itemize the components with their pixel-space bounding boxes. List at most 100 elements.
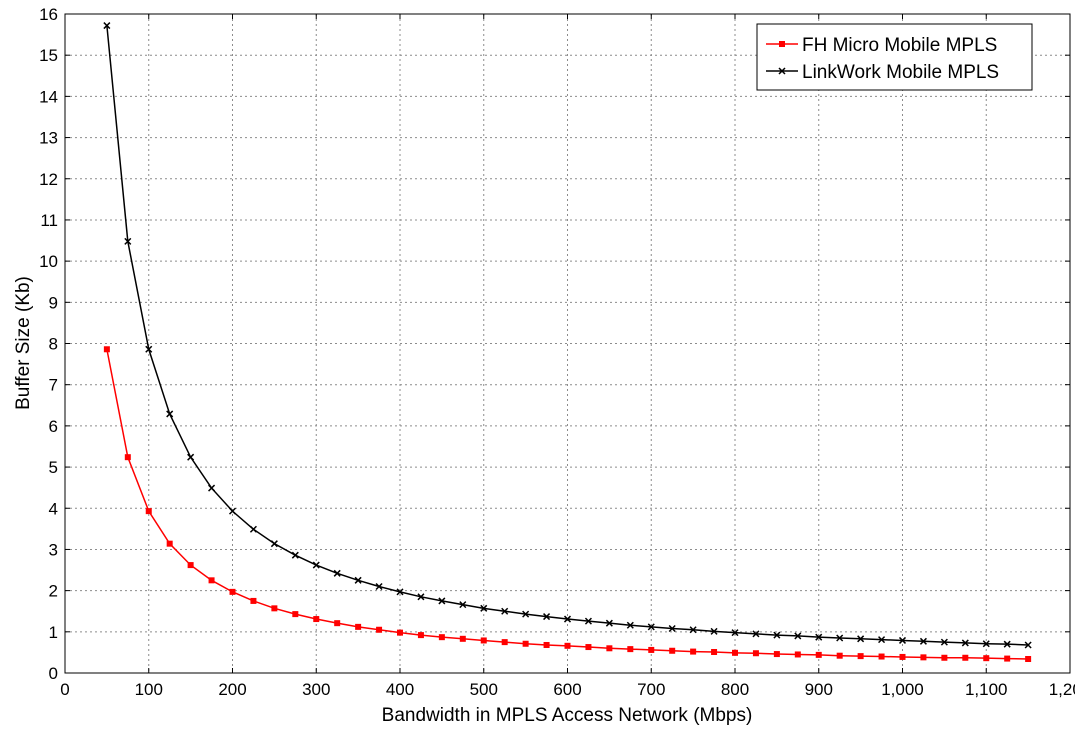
- data-point: [501, 639, 508, 646]
- x-tick-label: 1,200: [1049, 680, 1075, 699]
- data-point: [647, 623, 655, 631]
- data-point: [271, 605, 278, 612]
- data-point: [522, 610, 530, 618]
- x-tick-label: 300: [302, 680, 330, 699]
- data-point: [605, 619, 613, 627]
- data-point: [836, 634, 844, 642]
- data-point: [103, 22, 111, 30]
- data-point: [919, 637, 927, 645]
- data-point: [312, 561, 320, 569]
- data-point: [836, 652, 843, 659]
- data-point: [794, 632, 802, 640]
- data-point: [187, 562, 194, 569]
- y-tick-label: 13: [39, 129, 58, 148]
- legend-box: [756, 23, 1033, 91]
- y-tick-label: 12: [39, 170, 58, 189]
- data-point: [1024, 641, 1032, 649]
- x-tick-label: 1,100: [965, 680, 1008, 699]
- data-point: [501, 607, 509, 615]
- series-linkwork-mobile-mpls: [103, 22, 1032, 649]
- legend: FH Micro Mobile MPLS LinkWork Mobile MPL…: [756, 23, 1033, 91]
- y-tick-label: 2: [49, 582, 58, 601]
- y-tick-label: 9: [49, 293, 58, 312]
- data-point: [124, 237, 132, 245]
- series-fh-micro-mobile-mpls: [103, 346, 1032, 662]
- data-point: [752, 650, 759, 657]
- data-point: [773, 631, 781, 639]
- data-point: [584, 617, 592, 625]
- data-point: [941, 654, 948, 661]
- data-point: [292, 611, 299, 618]
- data-point: [208, 484, 216, 492]
- data-point: [354, 576, 362, 584]
- legend-marker-linkwork: [778, 67, 786, 75]
- data-point: [480, 604, 488, 612]
- data-point: [355, 623, 362, 630]
- data-point: [459, 601, 467, 609]
- data-point: [669, 647, 676, 654]
- y-tick-label: 7: [49, 376, 58, 395]
- data-point: [940, 638, 948, 646]
- data-point: [711, 648, 718, 655]
- data-point: [249, 525, 257, 533]
- data-point: [208, 577, 215, 584]
- x-tick-label: 0: [60, 680, 69, 699]
- y-tick-label: 1: [49, 623, 58, 642]
- data-point: [710, 627, 718, 635]
- data-point: [438, 597, 446, 605]
- y-tick-label: 0: [49, 664, 58, 683]
- data-point: [543, 613, 551, 621]
- y-tick-label: 4: [49, 499, 58, 518]
- data-point: [459, 635, 466, 642]
- x-tick-label: 800: [721, 680, 749, 699]
- data-point: [480, 637, 487, 644]
- series-layer: [103, 22, 1032, 662]
- x-tick-label: 1,000: [881, 680, 924, 699]
- data-point: [124, 454, 131, 461]
- data-point: [228, 507, 237, 515]
- data-point: [961, 639, 969, 647]
- data-point: [815, 633, 823, 641]
- data-point: [920, 654, 927, 661]
- data-point: [878, 653, 885, 660]
- legend-marker-fh: [779, 41, 785, 47]
- y-tick-label: 10: [39, 252, 58, 271]
- data-point: [626, 621, 634, 629]
- x-tick-label: 100: [135, 680, 163, 699]
- data-point: [187, 453, 195, 461]
- data-point: [689, 626, 697, 634]
- axis-ticks: 0 100 200 300 400 500 600 700 800 900 1,000 1,100 1,…: [39, 5, 1075, 699]
- legend-label-linkwork: LinkWork Mobile MPLS: [802, 62, 999, 83]
- data-point: [773, 651, 780, 658]
- x-tick-label: 400: [386, 680, 414, 699]
- data-point: [982, 640, 990, 648]
- data-point: [878, 636, 886, 644]
- data-point: [313, 616, 320, 623]
- data-point: [334, 620, 341, 627]
- data-point: [333, 569, 341, 577]
- data-point: [145, 345, 153, 353]
- x-tick-label: 600: [553, 680, 581, 699]
- data-point: [522, 640, 529, 647]
- data-point: [375, 582, 383, 591]
- data-point: [229, 588, 236, 595]
- data-point: [270, 540, 278, 548]
- y-tick-label: 8: [49, 335, 58, 354]
- data-point: [732, 649, 738, 656]
- data-point: [250, 597, 257, 604]
- y-tick-label: 15: [39, 46, 58, 65]
- data-point: [752, 630, 760, 638]
- data-point: [794, 651, 801, 658]
- x-axis-label: Bandwidth in MPLS Access Network (Mbps): [382, 705, 753, 726]
- data-point: [1004, 655, 1011, 662]
- data-point: [606, 645, 613, 652]
- y-tick-label: 3: [49, 540, 58, 559]
- data-point: [103, 346, 110, 353]
- data-point: [857, 635, 865, 643]
- data-point: [731, 629, 739, 637]
- data-point: [815, 651, 822, 658]
- y-tick-label: 11: [40, 211, 58, 230]
- data-point: [166, 540, 173, 547]
- data-point: [417, 632, 424, 639]
- data-point: [564, 642, 571, 649]
